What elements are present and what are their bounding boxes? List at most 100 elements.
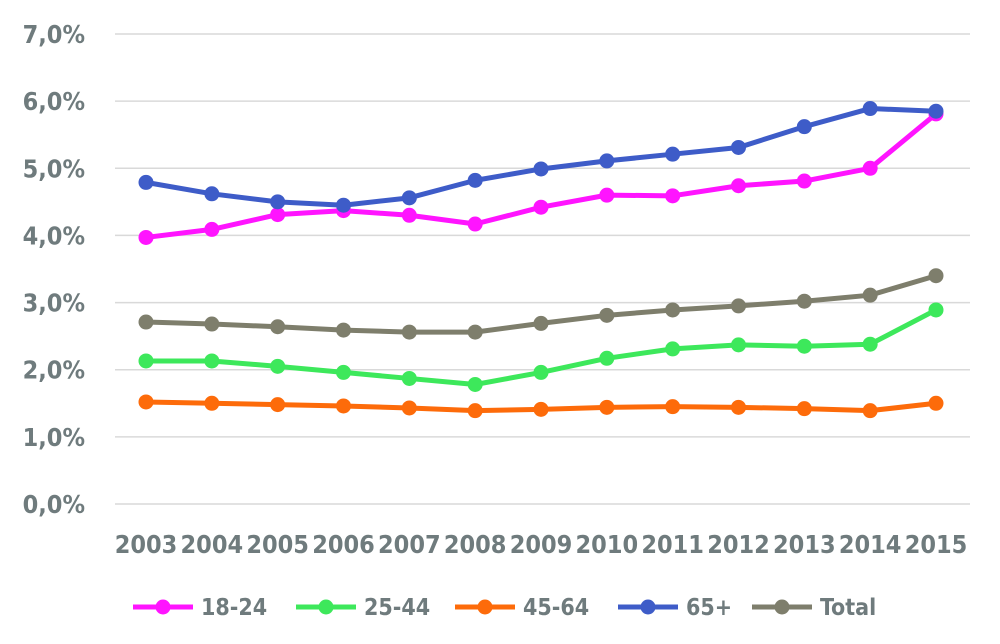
- data-point: [731, 298, 746, 314]
- data-point: [270, 194, 286, 210]
- series-45-64: [138, 394, 944, 419]
- gridlines: [115, 33, 970, 505]
- data-point: [928, 395, 944, 411]
- data-point: [796, 401, 812, 417]
- x-tick-label: 2007: [378, 530, 441, 559]
- legend-item: 18-24: [133, 595, 267, 621]
- data-point: [665, 302, 681, 318]
- x-tick-label: 2010: [576, 530, 639, 559]
- series-25-44: [138, 302, 944, 392]
- data-point: [599, 153, 615, 169]
- x-tick-label: 2015: [905, 530, 968, 559]
- x-tick-label: 2008: [444, 530, 507, 559]
- x-tick-label: 2013: [773, 530, 836, 559]
- legend-item: 65+: [618, 595, 732, 621]
- data-point: [862, 287, 878, 303]
- data-point: [270, 319, 286, 335]
- series-total: [138, 268, 944, 340]
- data-point: [270, 397, 286, 413]
- data-point: [138, 229, 154, 245]
- y-tick-label: 6,0%: [23, 87, 85, 116]
- series-line: [143, 106, 939, 208]
- data-point: [928, 302, 944, 318]
- legend-label: 18-24: [201, 595, 267, 621]
- data-point: [796, 173, 812, 189]
- data-point: [599, 350, 615, 366]
- data-point: [270, 358, 286, 374]
- data-point: [599, 307, 615, 323]
- data-point: [336, 398, 351, 414]
- data-point: [336, 364, 351, 380]
- data-point: [862, 403, 878, 419]
- x-tick-label: 2006: [312, 530, 375, 559]
- data-point: [599, 399, 615, 415]
- data-point: [731, 337, 746, 353]
- y-tick-label: 4,0%: [23, 221, 85, 250]
- data-point: [467, 324, 483, 340]
- data-point: [796, 338, 812, 354]
- data-point: [928, 268, 944, 284]
- x-tick-label: 2005: [246, 530, 309, 559]
- data-point: [533, 364, 549, 380]
- legend-marker: [318, 599, 334, 615]
- x-tick-label: 2003: [115, 530, 178, 559]
- data-point: [401, 370, 417, 386]
- data-point: [401, 207, 417, 223]
- y-tick-label: 7,0%: [23, 20, 85, 49]
- legend-label: 45-64: [523, 595, 589, 621]
- data-point: [533, 401, 549, 417]
- data-point: [467, 216, 483, 232]
- data-point: [665, 188, 681, 204]
- data-point: [204, 353, 220, 369]
- x-tick-label: 2014: [839, 530, 902, 559]
- legend-item: 25-44: [296, 595, 430, 621]
- data-point: [336, 197, 351, 213]
- series-65-: [138, 101, 944, 213]
- data-point: [204, 221, 220, 237]
- data-point: [138, 314, 154, 330]
- data-point: [533, 161, 549, 177]
- data-point: [336, 322, 351, 338]
- y-tick-label: 3,0%: [23, 289, 85, 318]
- data-point: [138, 353, 154, 369]
- legend-marker: [774, 599, 790, 615]
- legend-marker: [477, 599, 493, 615]
- x-axis-tick-labels: 2003 2004 2005 2006 2007 2008 2009 2010 2011 2012…: [115, 530, 968, 559]
- legend-marker: [155, 599, 171, 615]
- data-point: [665, 146, 681, 162]
- legend-item: Total: [752, 595, 876, 621]
- data-point: [401, 190, 417, 206]
- data-point: [533, 199, 549, 215]
- data-point: [862, 101, 878, 117]
- legend-label: 65+: [686, 595, 732, 621]
- x-tick-label: 2009: [510, 530, 573, 559]
- data-point: [467, 376, 483, 392]
- data-point: [665, 341, 681, 357]
- legend: 18-24 25-44 45-64 65+ Total: [133, 595, 876, 621]
- legend-item: 45-64: [455, 595, 589, 621]
- data-point: [731, 178, 746, 194]
- data-point: [533, 315, 549, 331]
- x-tick-label: 2011: [641, 530, 704, 559]
- y-tick-label: 1,0%: [23, 423, 85, 452]
- y-tick-label: 2,0%: [23, 356, 85, 385]
- data-point: [731, 399, 746, 415]
- data-point: [401, 324, 417, 340]
- data-point: [665, 399, 681, 415]
- data-point: [138, 174, 154, 190]
- legend-label: Total: [820, 595, 876, 621]
- data-point: [796, 119, 812, 135]
- legend-marker: [640, 599, 656, 615]
- data-point: [599, 187, 615, 203]
- data-point: [401, 400, 417, 416]
- data-point: [862, 160, 878, 176]
- y-axis-tick-labels: 0,0% 1,0% 2,0% 3,0% 4,0% 5,0% 6,0% 7,0%: [23, 20, 85, 519]
- y-tick-label: 5,0%: [23, 154, 85, 183]
- x-tick-label: 2004: [181, 530, 244, 559]
- data-point: [138, 394, 154, 410]
- legend-label: 25-44: [364, 595, 430, 621]
- data-point: [467, 403, 483, 419]
- data-point: [862, 336, 878, 352]
- data-point: [204, 186, 220, 202]
